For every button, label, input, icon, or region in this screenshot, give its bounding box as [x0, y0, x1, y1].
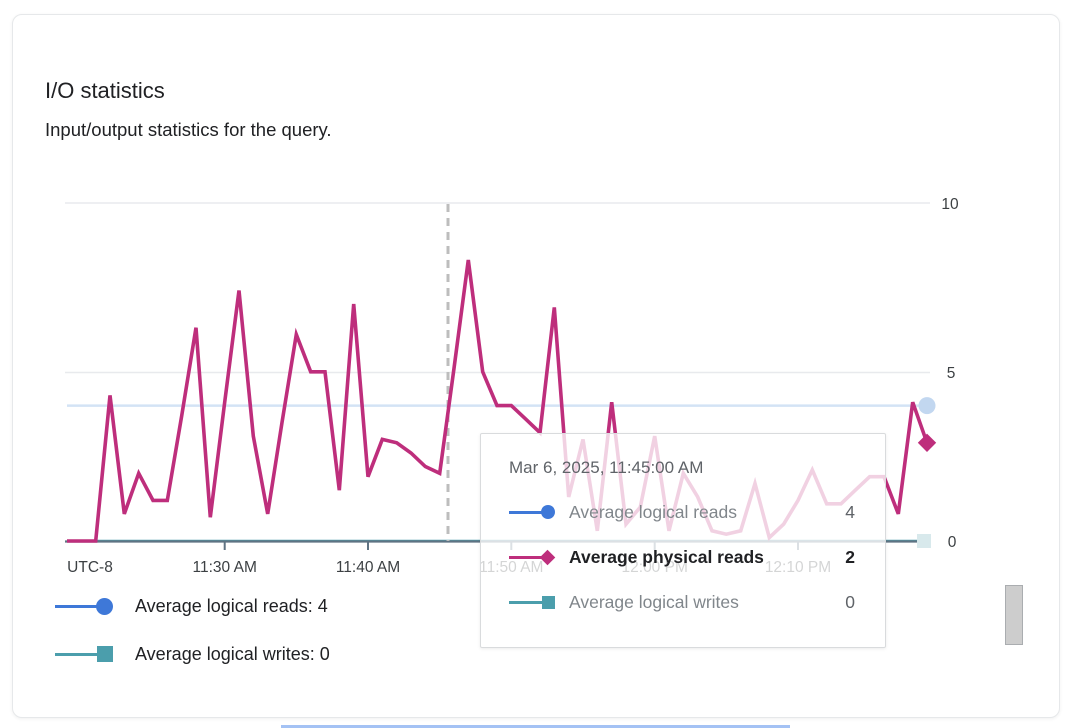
tooltip-series-value: 4 — [845, 501, 855, 522]
vertical-scrollbar-thumb[interactable] — [1005, 585, 1023, 645]
x-tick-label: 11:40 AM — [336, 559, 400, 576]
logical-writes-legend-marker — [55, 646, 113, 662]
logical-writes-legend-marker — [509, 595, 555, 609]
page-subtitle: Input/output statistics for the query. — [45, 119, 332, 140]
legend-item-logical-reads[interactable]: Average logical reads: 4 — [55, 588, 330, 624]
diamond-marker-icon — [539, 549, 556, 565]
y-tick-label-5: 5 — [947, 365, 956, 382]
tooltip-series-label: Average physical reads — [569, 546, 764, 567]
logical-reads-end-marker — [918, 397, 936, 415]
physical-reads-end-marker — [917, 433, 937, 452]
chart-tooltip: Mar 6, 2025, 11:45:00 AM Average logical… — [480, 433, 886, 648]
y-tick-label-10: 10 — [941, 196, 959, 213]
tooltip-row-logical-writes: Average logical writes 0 — [509, 584, 855, 620]
tooltip-timestamp: Mar 6, 2025, 11:45:00 AM — [509, 458, 704, 477]
circle-marker-icon — [96, 597, 113, 615]
x-label-timezone: UTC-8 — [67, 559, 113, 576]
chart-legend: Average logical reads: 4 Average logical… — [55, 588, 330, 684]
page-title: I/O statistics — [45, 77, 165, 103]
tooltip-series-value: 0 — [845, 591, 855, 612]
legend-item-label: Average logical reads: 4 — [135, 595, 328, 616]
y-tick-label-0: 0 — [948, 534, 957, 551]
tooltip-series-label: Average logical reads — [569, 501, 737, 522]
tooltip-row-logical-reads: Average logical reads 4 — [509, 494, 855, 530]
square-marker-icon — [542, 595, 555, 609]
logical-reads-legend-marker — [55, 597, 113, 615]
circle-marker-icon — [541, 505, 555, 519]
logical-writes-end-marker — [917, 534, 931, 548]
physical-reads-legend-marker — [509, 549, 556, 565]
square-marker-icon — [97, 646, 113, 662]
legend-item-logical-writes[interactable]: Average logical writes: 0 — [55, 636, 330, 672]
tooltip-series-label: Average logical writes — [569, 591, 739, 612]
x-tick-label: 11:30 AM — [193, 559, 257, 576]
tooltip-row-physical-reads: Average physical reads 2 — [509, 539, 855, 575]
clipped-element-top-edge — [281, 725, 790, 728]
tooltip-series-value: 2 — [845, 546, 855, 567]
logical-reads-legend-marker — [509, 505, 555, 519]
legend-item-label: Average logical writes: 0 — [135, 643, 330, 664]
